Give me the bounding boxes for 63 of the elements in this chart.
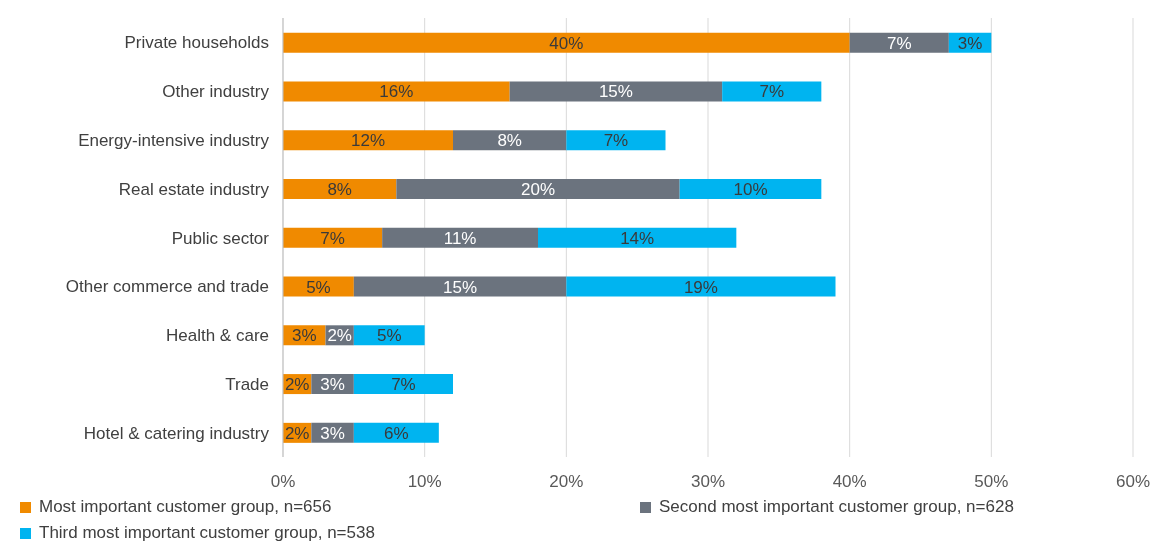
data-label: 12% — [350, 131, 386, 151]
bar — [453, 130, 567, 151]
bar — [722, 81, 822, 102]
data-label: 5% — [306, 277, 331, 297]
y-tick-label: Real estate industry — [118, 179, 270, 199]
data-label: 10% — [733, 179, 768, 199]
y-tick-label: Health & care — [166, 326, 269, 346]
data-label: 19% — [683, 277, 718, 297]
data-label: 3% — [291, 326, 317, 346]
bar — [538, 227, 737, 248]
legend-label: Most important customer group, n=656 — [39, 497, 332, 517]
data-label: 6% — [384, 423, 409, 443]
x-tick-label: 50% — [974, 472, 1009, 492]
data-label: 16% — [379, 82, 414, 102]
data-label: 5% — [376, 326, 402, 346]
data-label: 3% — [320, 423, 345, 443]
data-label: 20% — [520, 179, 556, 199]
x-tick-label: 20% — [549, 472, 584, 492]
y-tick-label: Public sector — [171, 228, 270, 248]
data-label: 15% — [443, 277, 478, 297]
x-tick-label: 10% — [407, 472, 442, 492]
data-label: 2% — [284, 375, 310, 395]
data-label: 11% — [443, 228, 477, 248]
bar — [509, 81, 723, 102]
legend-label: Second most important customer group, n=628 — [659, 497, 1014, 517]
bar — [353, 276, 567, 297]
y-tick-label: Other commerce and trade — [65, 277, 269, 297]
data-label: 15% — [598, 82, 633, 102]
data-label: 14% — [620, 228, 655, 248]
y-tick-label: Trade — [225, 374, 269, 394]
legend-label: Third most important customer group, n=538 — [39, 523, 375, 543]
y-tick-label: Other industry — [162, 82, 270, 102]
data-label: 40% — [549, 33, 584, 53]
data-label: 2% — [284, 423, 310, 443]
bar — [283, 227, 383, 248]
data-label: 3% — [957, 33, 983, 53]
data-label: 7% — [603, 131, 629, 151]
x-tick-label: 40% — [832, 472, 867, 492]
bar — [353, 374, 453, 395]
data-label: 8% — [497, 131, 522, 151]
y-tick-label: Energy-intensive industry — [78, 130, 270, 150]
data-label: 7% — [759, 82, 785, 102]
bar — [283, 178, 397, 199]
x-tick-label: 60% — [1115, 472, 1151, 492]
data-label: 7% — [391, 375, 416, 395]
bar — [566, 276, 836, 297]
bar — [283, 81, 510, 102]
y-tick-label: Hotel & catering industry — [83, 423, 270, 443]
bar — [679, 178, 822, 199]
bar — [283, 130, 453, 151]
bar — [566, 130, 666, 151]
bar — [283, 32, 850, 53]
x-tick-label: 0% — [270, 472, 296, 492]
data-label: 8% — [327, 179, 352, 199]
data-label: 7% — [886, 33, 912, 53]
x-tick-label: 30% — [690, 472, 726, 492]
data-label: 2% — [327, 326, 352, 346]
bar — [849, 32, 949, 53]
bar — [396, 178, 680, 199]
data-label: 7% — [320, 228, 345, 248]
bar — [382, 227, 538, 248]
data-label: 3% — [320, 375, 345, 395]
y-tick-label: Private households — [124, 33, 269, 53]
